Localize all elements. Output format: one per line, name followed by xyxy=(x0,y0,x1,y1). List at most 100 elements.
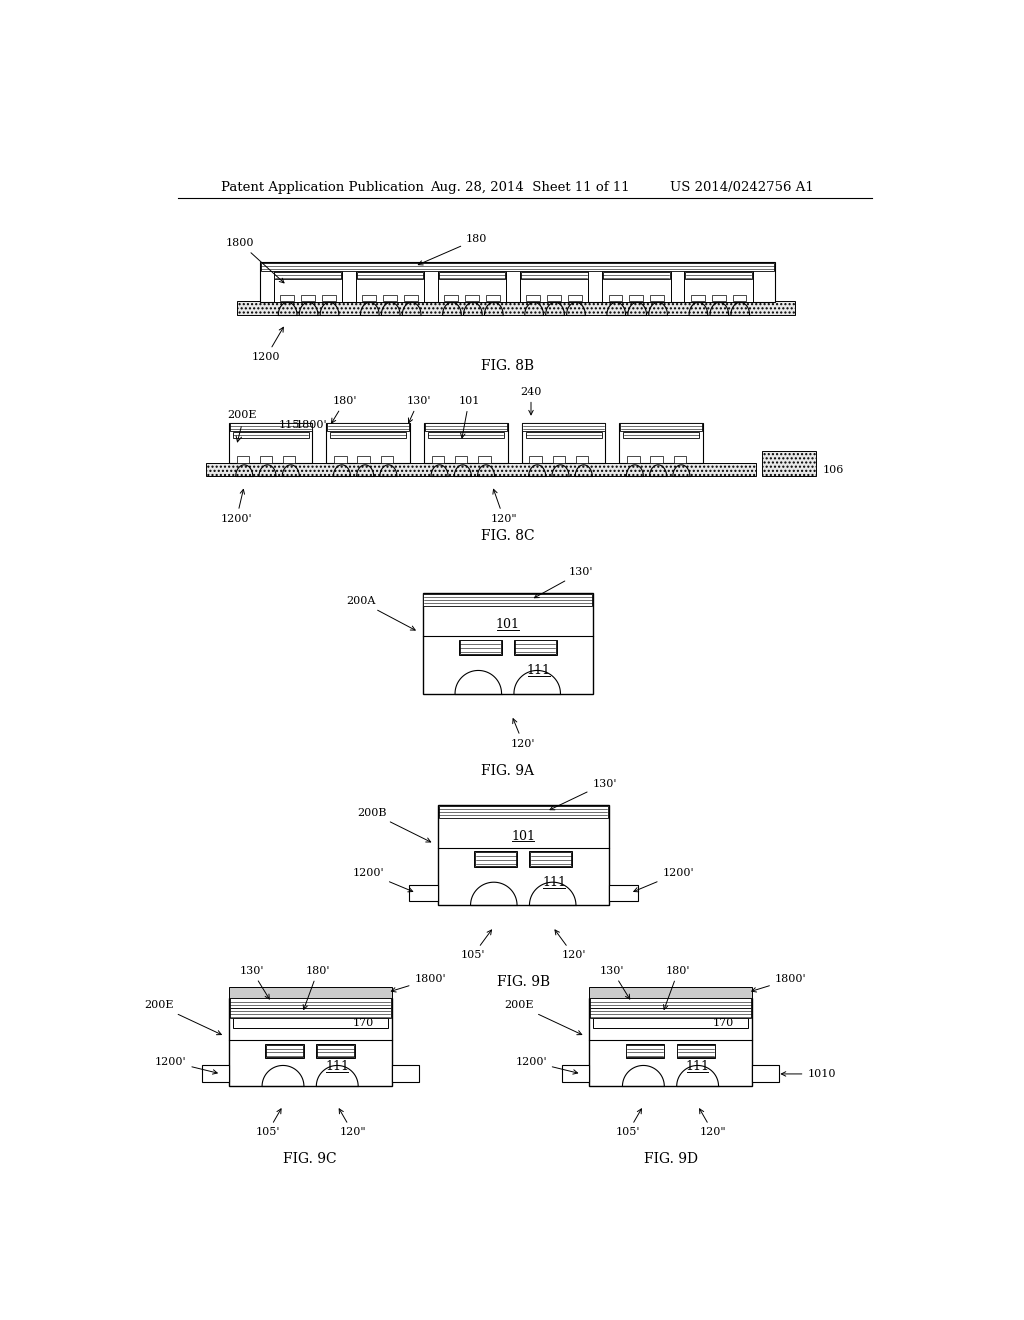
Text: FIG. 9A: FIG. 9A xyxy=(481,763,535,777)
Bar xyxy=(521,422,605,462)
Text: 1200: 1200 xyxy=(252,327,284,362)
Bar xyxy=(356,272,423,280)
Text: 180': 180' xyxy=(664,966,690,1010)
Text: 1800': 1800' xyxy=(752,974,807,993)
Bar xyxy=(403,294,418,301)
Bar xyxy=(273,271,342,302)
Bar xyxy=(357,457,370,462)
Bar xyxy=(423,594,593,693)
Bar xyxy=(425,424,507,432)
Bar xyxy=(409,884,438,902)
Text: 130': 130' xyxy=(407,396,431,422)
Bar xyxy=(237,457,249,462)
Bar xyxy=(260,263,774,271)
Bar xyxy=(590,1007,751,1019)
Bar xyxy=(327,422,410,462)
Text: 120": 120" xyxy=(339,1109,366,1138)
Text: 111: 111 xyxy=(543,875,566,888)
Bar xyxy=(460,640,501,655)
Bar xyxy=(603,272,670,280)
Text: 105': 105' xyxy=(461,931,492,961)
Bar xyxy=(732,294,746,301)
Bar xyxy=(526,294,541,301)
Text: US 2014/0242756 A1: US 2014/0242756 A1 xyxy=(671,181,814,194)
Bar xyxy=(260,457,272,462)
Text: 115: 115 xyxy=(279,420,300,430)
Bar xyxy=(229,1007,391,1019)
Bar xyxy=(383,294,397,301)
Bar xyxy=(575,457,589,462)
Bar xyxy=(515,640,556,655)
Bar xyxy=(678,1044,715,1057)
Text: 240: 240 xyxy=(520,387,542,414)
Text: 200A: 200A xyxy=(346,597,415,630)
Bar xyxy=(621,424,702,432)
Text: FIG. 9C: FIG. 9C xyxy=(284,1152,337,1167)
Bar xyxy=(520,271,589,302)
Bar xyxy=(568,294,583,301)
Bar xyxy=(530,853,571,866)
Bar xyxy=(237,301,795,314)
Bar xyxy=(316,1044,355,1057)
Text: 105': 105' xyxy=(615,1109,641,1138)
Text: 120": 120" xyxy=(490,490,517,524)
Bar xyxy=(677,1044,716,1057)
Bar xyxy=(260,263,775,302)
Text: FIG. 9B: FIG. 9B xyxy=(497,975,550,989)
Text: 130': 130' xyxy=(600,966,630,999)
Bar xyxy=(438,272,506,280)
Bar xyxy=(627,1044,664,1057)
Text: 200E: 200E xyxy=(505,1001,582,1035)
Text: 180': 180' xyxy=(303,966,330,1010)
Bar xyxy=(525,432,601,438)
Bar xyxy=(438,807,607,817)
Bar xyxy=(626,1044,665,1057)
Bar xyxy=(229,998,391,1007)
Text: 101: 101 xyxy=(511,829,536,842)
Bar xyxy=(553,457,565,462)
Text: FIG. 8C: FIG. 8C xyxy=(481,529,535,543)
Bar xyxy=(627,457,640,462)
Bar xyxy=(486,294,500,301)
Bar xyxy=(562,1065,589,1082)
Text: 120': 120' xyxy=(511,718,536,748)
Text: FIG. 9D: FIG. 9D xyxy=(643,1152,697,1167)
Bar xyxy=(752,1065,779,1082)
Text: 101: 101 xyxy=(459,396,479,438)
Text: 1800: 1800 xyxy=(226,238,284,282)
Text: 200B: 200B xyxy=(357,808,431,842)
Bar xyxy=(685,272,752,280)
Text: 101: 101 xyxy=(496,618,520,631)
Text: 1200': 1200' xyxy=(155,1056,217,1074)
Bar xyxy=(428,432,504,438)
Text: 111: 111 xyxy=(686,1060,710,1073)
Bar xyxy=(438,805,608,906)
Bar xyxy=(650,294,665,301)
Bar xyxy=(432,457,444,462)
Text: 130': 130' xyxy=(240,966,269,999)
Text: 1010: 1010 xyxy=(781,1069,836,1078)
Bar xyxy=(712,294,726,301)
Bar xyxy=(522,424,604,432)
Bar xyxy=(232,432,308,438)
Bar xyxy=(529,851,572,867)
Bar xyxy=(228,998,391,1086)
Text: 105': 105' xyxy=(255,1109,281,1138)
Text: FIG. 8B: FIG. 8B xyxy=(481,359,535,374)
Bar xyxy=(202,1065,228,1082)
Bar xyxy=(762,451,816,477)
Text: 1200': 1200' xyxy=(352,869,413,892)
Text: 130': 130' xyxy=(535,566,594,598)
Bar xyxy=(478,457,490,462)
Bar xyxy=(589,998,752,1086)
Bar xyxy=(650,457,663,462)
Bar xyxy=(229,424,311,432)
Bar xyxy=(514,640,557,655)
Text: 111: 111 xyxy=(326,1060,349,1073)
Bar xyxy=(265,1044,304,1057)
Text: 1200': 1200' xyxy=(221,490,252,524)
Text: Patent Application Publication: Patent Application Publication xyxy=(221,181,424,194)
Bar xyxy=(280,294,294,301)
Bar xyxy=(424,422,508,462)
Text: 1800': 1800' xyxy=(296,420,328,430)
